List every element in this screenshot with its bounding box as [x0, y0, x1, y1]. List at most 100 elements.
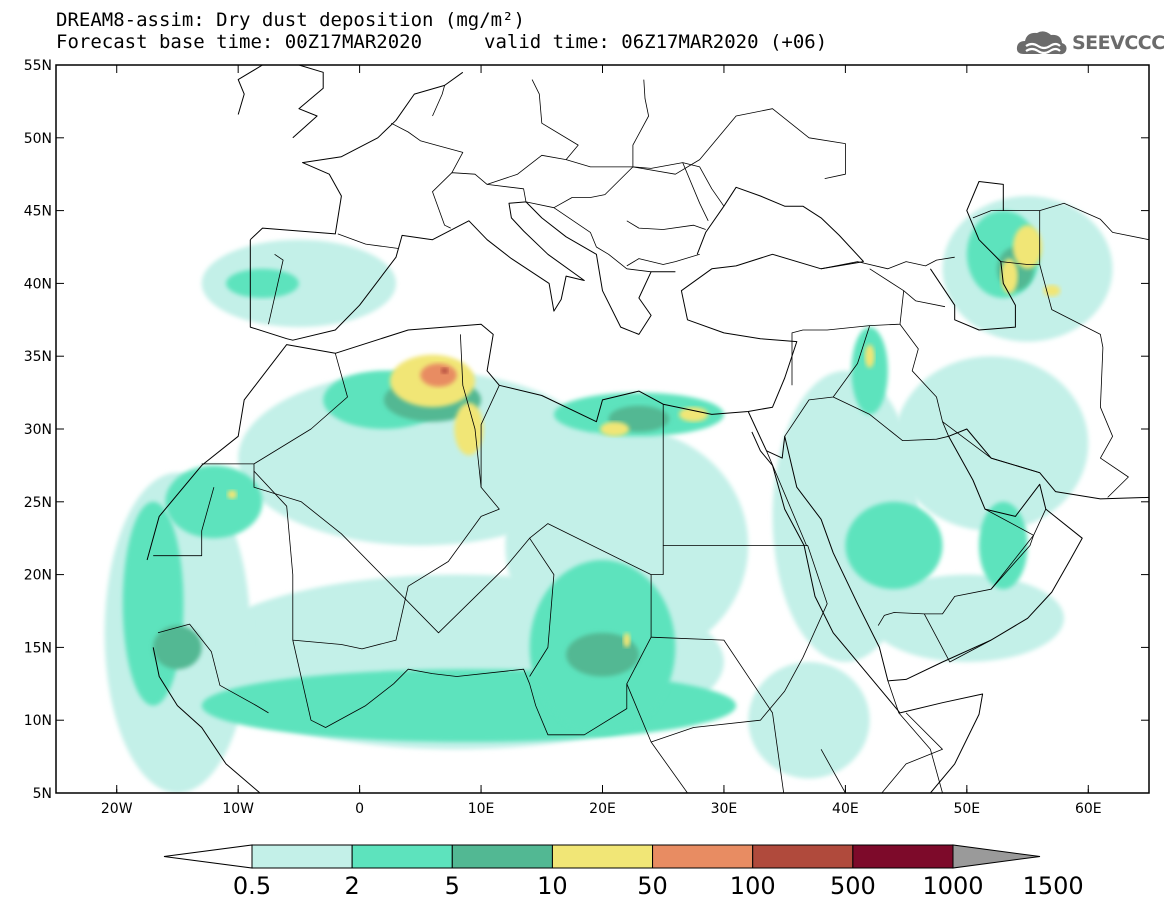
country-border	[1000, 261, 1104, 348]
dust-region	[227, 490, 237, 499]
country-border	[899, 323, 949, 437]
country-border	[942, 421, 1040, 474]
colorbar-label: 0.5	[232, 872, 272, 900]
country-border	[626, 220, 706, 230]
forecast-base-time: Forecast base time: 00Z17MAR2020	[56, 31, 423, 53]
country-border	[480, 385, 500, 488]
country-border	[391, 122, 464, 173]
lat-tick-label: 25N	[24, 495, 52, 511]
dust-region	[748, 661, 870, 779]
coastline	[249, 201, 676, 341]
valid-time: valid time: 06Z17MAR2020 (+06)	[484, 31, 828, 53]
lon-tick-label: 20E	[589, 801, 616, 817]
country-border	[820, 712, 943, 793]
country-border	[486, 79, 579, 185]
country-border	[153, 487, 215, 557]
coastline	[292, 65, 324, 139]
colorbar-label: 100	[729, 872, 776, 900]
coastline	[751, 431, 984, 793]
country-border	[632, 108, 846, 179]
coastline	[237, 65, 263, 115]
country-border	[253, 334, 500, 650]
axis-ticks: 20W 10W 0 10E 20E 30E 40E 50E 60E 55N 50N 45N 40N 35N…	[24, 58, 1149, 817]
dust-region	[864, 344, 875, 368]
lon-tick-label: 10E	[468, 801, 495, 817]
country-border	[766, 450, 808, 546]
dust-region	[440, 367, 449, 374]
lat-tick-label: 10N	[24, 713, 52, 729]
lat-tick-label: 45N	[24, 204, 52, 220]
dust-region	[165, 465, 263, 539]
country-border	[651, 636, 785, 793]
dust-region	[226, 268, 299, 298]
country-border	[791, 268, 905, 386]
country-border	[877, 508, 1034, 626]
colorbar-segment	[752, 844, 854, 869]
coastline	[929, 181, 1016, 331]
colorbar-segment	[551, 844, 654, 869]
country-border	[253, 353, 348, 465]
colorbar	[163, 844, 1041, 869]
logo-text: SEEVCCC	[1072, 32, 1165, 54]
colorbar-segment	[451, 844, 553, 869]
country-border	[626, 253, 700, 267]
lat-tick-label: 20N	[24, 568, 52, 584]
cloud-logo-icon	[1016, 31, 1067, 55]
colorbar-label: 10	[537, 872, 568, 900]
country-border	[923, 613, 992, 663]
country-border	[833, 396, 949, 441]
colorbar-label: 50	[637, 872, 668, 900]
lon-tick-label: 10W	[222, 801, 254, 817]
country-border	[821, 256, 955, 270]
dust-region	[978, 501, 1028, 590]
dust-region	[600, 421, 630, 437]
coastline	[747, 411, 1149, 682]
colorbar-label: 5	[444, 872, 460, 900]
dust-region	[679, 407, 709, 422]
country-border	[887, 680, 943, 793]
lat-tick-label: 35N	[24, 349, 52, 365]
country-border	[903, 290, 946, 308]
dust-region	[623, 632, 631, 648]
dust-region	[122, 501, 184, 706]
dust-region	[772, 370, 919, 662]
lon-tick-label: 40E	[832, 801, 859, 817]
colorbar-segment	[652, 844, 754, 869]
colorbar-label: 500	[829, 872, 876, 900]
country-border	[529, 537, 555, 677]
dust-region	[238, 370, 603, 546]
country-lines	[146, 65, 1149, 793]
lat-tick-label: 15N	[24, 640, 52, 656]
dust-region	[566, 632, 639, 677]
dust-region	[1000, 258, 1018, 294]
colorbar-segment	[351, 844, 453, 869]
dust-region	[869, 574, 1064, 662]
country-border	[337, 233, 399, 249]
country-border	[650, 545, 828, 743]
dust-region	[454, 402, 484, 456]
country-border	[651, 545, 664, 575]
country-border	[432, 85, 445, 117]
colorbar-label: 1500	[1022, 872, 1084, 900]
lon-tick-label: 60E	[1075, 801, 1102, 817]
country-border	[1039, 202, 1149, 265]
dust-region	[893, 356, 1089, 531]
lat-tick-label: 55N	[24, 58, 52, 74]
country-border	[292, 640, 628, 736]
colorbar-low-arrow	[163, 844, 253, 869]
dust-region	[1012, 225, 1043, 269]
coastline	[152, 647, 261, 793]
country-border	[990, 508, 1047, 590]
colorbar-segment	[251, 844, 353, 869]
colorbar-high-arrow	[952, 844, 1041, 869]
map-title: DREAM8-assim: Dry dust deposition (mg/m²…	[56, 9, 525, 31]
dust-region	[845, 501, 943, 590]
country-border	[565, 79, 649, 168]
lon-tick-label: 0	[355, 801, 364, 817]
country-border	[432, 172, 652, 273]
dust-shading	[104, 196, 1113, 793]
lon-tick-label: 50E	[953, 801, 980, 817]
coastline	[146, 253, 864, 561]
country-border	[157, 623, 269, 714]
